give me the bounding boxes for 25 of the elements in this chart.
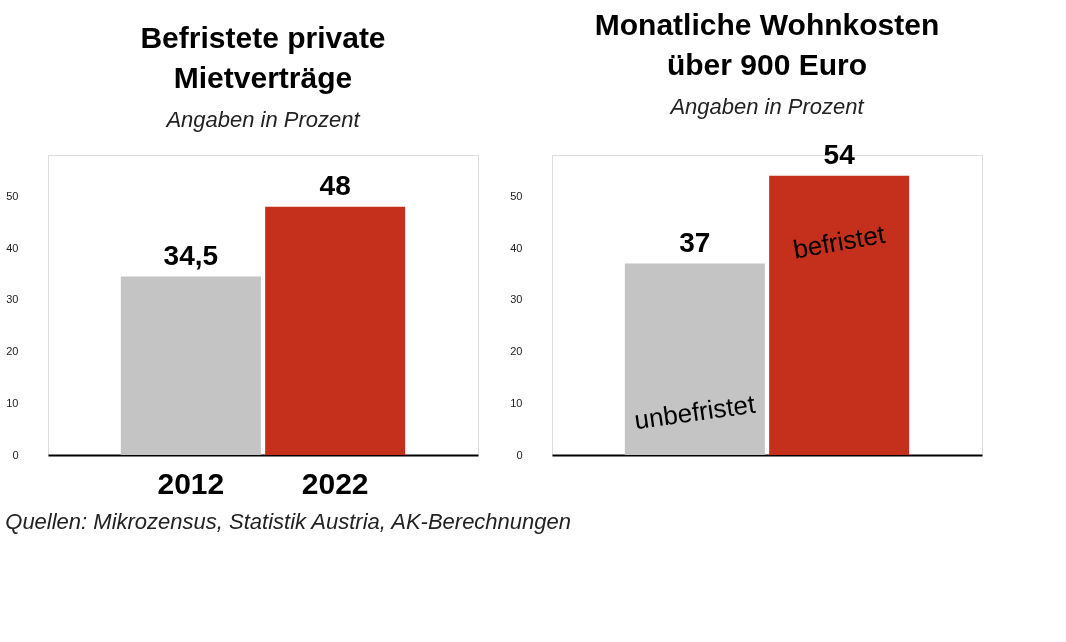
source-note: Quellen: Mikrozensus, Statistik Austria, AK-Berechnungen bbox=[5, 508, 572, 534]
y-tick-label: 30 bbox=[510, 293, 523, 306]
chart-subtitle: Angaben in Prozent bbox=[668, 93, 865, 119]
chart-subtitle: Angaben in Prozent bbox=[164, 107, 361, 132]
y-tick-label: 10 bbox=[510, 396, 523, 409]
data-label: 34,5 bbox=[163, 239, 219, 271]
x-tick-label: 2022 bbox=[301, 466, 369, 500]
y-tick-label: 0 bbox=[516, 448, 523, 461]
y-tick-label: 20 bbox=[510, 345, 523, 358]
annotation: befristet bbox=[790, 218, 888, 265]
annotation: unbefristet bbox=[632, 388, 758, 436]
y-tick-label: 50 bbox=[510, 189, 523, 202]
data-label: 48 bbox=[319, 169, 351, 201]
y-tick-label: 20 bbox=[6, 345, 19, 358]
chart-title: Monatliche Wohnkosten über 900 Euro bbox=[594, 7, 940, 81]
y-tick-label: 40 bbox=[6, 241, 19, 254]
y-tick-label: 10 bbox=[6, 396, 19, 409]
y-tick-label: 40 bbox=[510, 241, 523, 254]
y-tick-label: 30 bbox=[6, 293, 19, 306]
y-tick-label: 50 bbox=[6, 189, 19, 202]
x-tick-label: 2012 bbox=[157, 466, 225, 500]
data-label: 37 bbox=[679, 226, 711, 258]
chart-title: Befristete private Mietverträge bbox=[140, 21, 386, 94]
y-tick-label: 0 bbox=[12, 448, 19, 461]
data-label: 54 bbox=[823, 138, 856, 170]
